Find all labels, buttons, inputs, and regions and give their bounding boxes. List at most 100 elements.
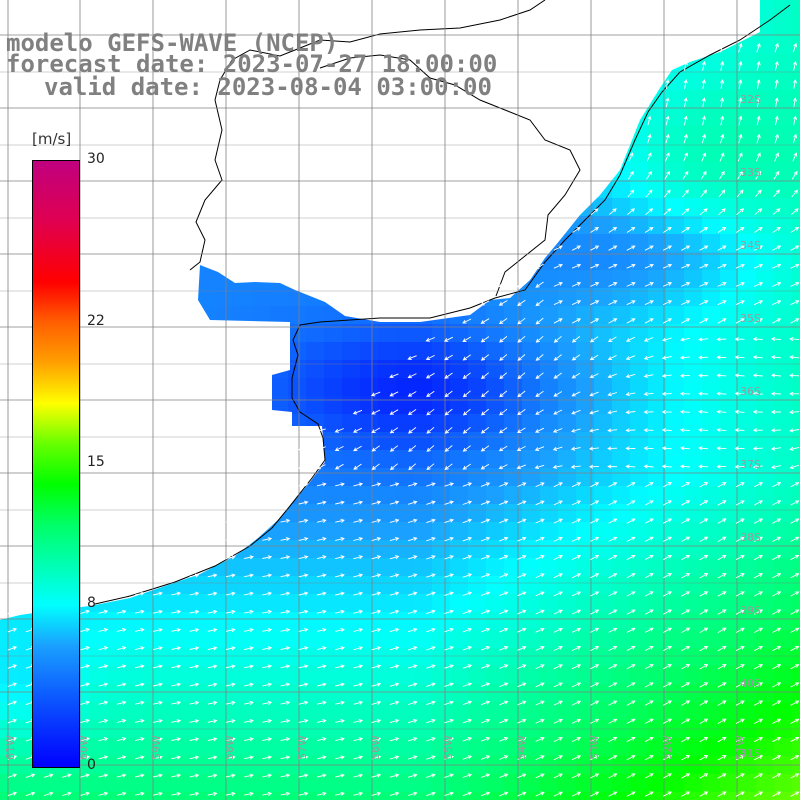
wind-arrow [626,718,636,724]
wind-arrow [752,336,763,342]
lon-label: 59W [150,735,163,760]
wind-arrow [297,446,308,451]
wind-arrow [134,591,145,596]
wind-arrow [717,263,727,269]
wind-arrow [662,773,673,779]
wind-arrow [189,664,200,669]
wind-arrow [480,318,490,324]
wind-arrow [407,737,418,742]
wind-arrow [661,464,672,469]
wind-arrow [371,573,382,578]
wind-arrow [153,591,163,596]
wind-arrow [552,428,563,433]
wind-arrow [171,719,182,724]
wind-arrow [499,609,509,615]
wind-arrow [116,773,127,778]
wind-arrow [499,700,509,706]
wind-arrow [462,646,473,651]
wind-arrow [770,355,781,360]
colorbar-tick-label: 8 [87,595,96,612]
wind-arrow [353,573,364,578]
wind-arrow [592,60,597,71]
wind-arrow [755,170,762,180]
wind-arrow [589,410,599,415]
wind-arrow [153,773,163,778]
wind-arrow [189,773,200,778]
lon-label: 58W [223,735,236,760]
wind-arrow [717,482,727,488]
wind-arrow [280,682,291,687]
wind-arrow [535,263,544,270]
wind-arrow [80,646,91,651]
wind-arrow [647,133,652,144]
wind-arrow [773,189,780,198]
wind-arrow [661,373,672,378]
wind-arrow [207,737,218,742]
wind-arrow [735,609,745,615]
wind-arrow [444,773,455,778]
wind-arrow [790,536,800,542]
wind-arrow [681,573,691,579]
wind-arrow [25,773,36,778]
wind-arrow [679,391,690,396]
wind-arrow [280,791,291,796]
lon-label: 57W [296,735,309,760]
wind-arrow [462,318,472,324]
wind-arrow [244,555,254,560]
wind-arrow [772,263,782,269]
wind-arrow [626,773,636,779]
wind-arrow [772,664,782,670]
wind-arrow [426,408,435,416]
wind-arrow [480,609,491,615]
wind-arrow [553,591,563,597]
wind-arrow [280,664,291,669]
wind-arrow [316,755,327,760]
wind-arrow [590,245,600,251]
wind-arrow [153,664,163,669]
wind-arrow [298,646,309,651]
wind-arrow [717,627,727,633]
wind-arrow [517,591,527,597]
wind-arrow [698,355,709,360]
wind-arrow [389,755,400,760]
wind-arrow [407,700,418,705]
wind-arrow [572,226,581,233]
wind-arrow [553,245,563,251]
wind-arrow [225,628,236,633]
wind-arrow [353,646,364,651]
wind-arrow [590,646,600,652]
wind-arrow [735,591,745,597]
wind-arrow [134,773,145,778]
wind-arrow [262,682,273,687]
wind-arrow [517,518,527,524]
wind-arrow [699,609,709,615]
wind-arrow [626,609,636,615]
wind-arrow [608,700,618,706]
wind-arrow [791,170,798,180]
wind-arrow [734,409,745,414]
wind-arrow [553,609,563,615]
wind-arrow [644,282,654,287]
wind-arrow [625,336,636,342]
wind-arrow [80,773,91,778]
wind-arrow [772,609,782,615]
wind-arrow [753,282,764,287]
wind-arrow [371,518,382,523]
wind-arrow [770,391,781,396]
wind-arrow [681,627,691,633]
wind-arrow [298,700,309,705]
wind-arrow [700,170,707,180]
wind-arrow [590,500,600,506]
wind-arrow [535,536,545,542]
wind-arrow [316,500,327,505]
wind-arrow [589,391,599,397]
wind-arrow [553,318,563,324]
wind-arrow [681,208,690,216]
wind-arrow [683,79,688,89]
wind-arrow [699,591,709,597]
wind-arrow [335,500,345,505]
wind-arrow [517,372,526,380]
wind-arrow [407,573,418,578]
wind-arrow [207,791,218,796]
wind-arrow [661,446,672,451]
